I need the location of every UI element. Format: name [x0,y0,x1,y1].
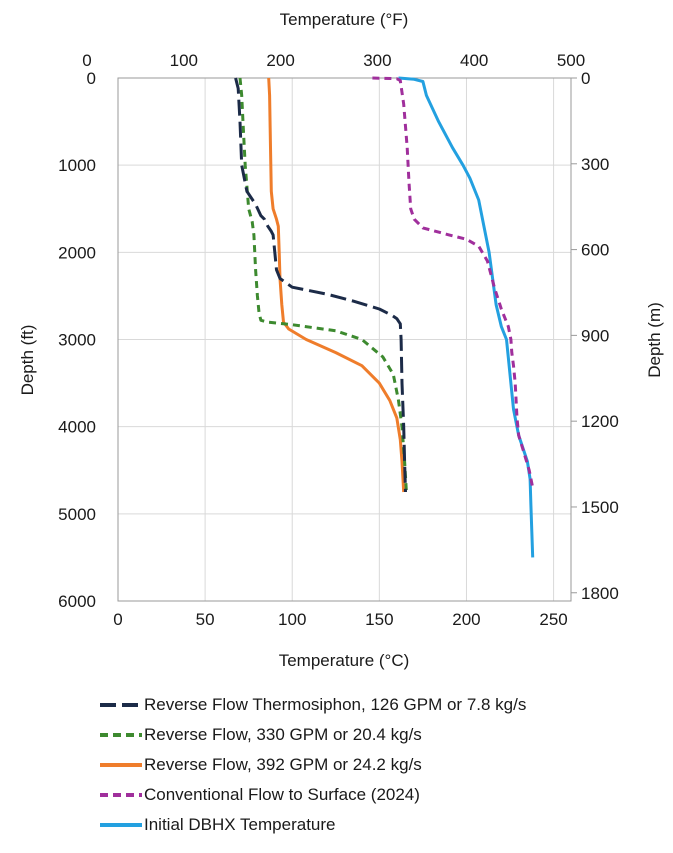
bottom-axis-tick-label: 250 [539,610,567,629]
top-axis-title: Temperature (°F) [280,10,409,29]
series-line-5 [398,76,535,558]
gridlines [118,78,571,601]
series-line-3 [267,77,406,493]
series-line-1 [234,77,407,493]
bottom-axis-tick-label: 0 [113,610,122,629]
legend-label: Initial DBHX Temperature [144,815,336,834]
right-axis-ticks: 0 300 600 900 1200 1500 1800 [571,69,619,603]
legend-item: Reverse Flow, 392 GPM or 24.2 kg/s [100,750,526,780]
depth-temperature-chart: 0 50 100 150 200 250 0 100 200 300 400 500 0 1000 20… [18,10,664,670]
legend-label: Reverse Flow, 330 GPM or 20.4 kg/s [144,725,422,744]
left-axis-tick-label: 3000 [58,331,96,350]
left-axis-tick-label: 2000 [58,243,96,262]
series-line-4 [372,76,535,488]
legend-item: Initial DBHX Temperature [100,810,526,840]
right-axis-tick-label: 300 [581,155,609,174]
right-axis-tick-label: 1800 [581,584,619,603]
legend-item: Reverse Flow Thermosiphon, 126 GPM or 7.… [100,690,526,720]
bottom-axis-ticks: 0 50 100 150 200 250 [113,610,567,629]
left-axis-tick-label: 1000 [58,156,96,175]
bottom-axis-tick-label: 150 [365,610,393,629]
left-axis-tick-label: 6000 [58,592,96,611]
left-axis-tick-label: 5000 [58,505,96,524]
bottom-axis-tick-label: 100 [278,610,306,629]
top-axis-ticks: 0 100 200 300 400 500 [82,51,585,70]
top-axis-tick-label: 500 [557,51,585,70]
top-axis-tick-label: 200 [266,51,294,70]
legend-swatch [100,823,142,827]
legend-swatch [100,793,142,797]
series-layer [234,76,535,558]
right-axis-tick-label: 900 [581,326,609,345]
bottom-axis-title: Temperature (°C) [279,651,410,670]
left-axis-ticks: 0 1000 2000 3000 4000 5000 6000 [58,69,96,611]
right-axis-tick-label: 600 [581,241,609,260]
legend-label: Reverse Flow, 392 GPM or 24.2 kg/s [144,755,422,774]
left-axis-tick-label: 0 [87,69,96,88]
legend-swatch [100,733,142,737]
legend-item: Conventional Flow to Surface (2024) [100,780,526,810]
bottom-axis-tick-label: 200 [452,610,480,629]
legend-item: Reverse Flow, 330 GPM or 20.4 kg/s [100,720,526,750]
right-axis-title: Depth (m) [645,302,664,378]
series-line-2 [238,77,408,493]
chart-legend: Reverse Flow Thermosiphon, 126 GPM or 7.… [100,690,526,840]
left-axis-tick-label: 4000 [58,418,96,437]
legend-swatch [100,763,142,767]
top-axis-tick-label: 100 [170,51,198,70]
bottom-axis-tick-label: 50 [196,610,215,629]
top-axis-tick-label: 0 [82,51,91,70]
top-axis-tick-label: 300 [363,51,391,70]
left-axis-title: Depth (ft) [18,325,37,396]
legend-label: Conventional Flow to Surface (2024) [144,785,420,804]
right-axis-tick-label: 0 [581,69,590,88]
right-axis-tick-label: 1500 [581,498,619,517]
top-axis-tick-label: 400 [460,51,488,70]
plot-area-border [117,77,572,602]
legend-label: Reverse Flow Thermosiphon, 126 GPM or 7.… [144,695,527,714]
right-axis-tick-label: 1200 [581,412,619,431]
legend-swatch [100,703,142,707]
